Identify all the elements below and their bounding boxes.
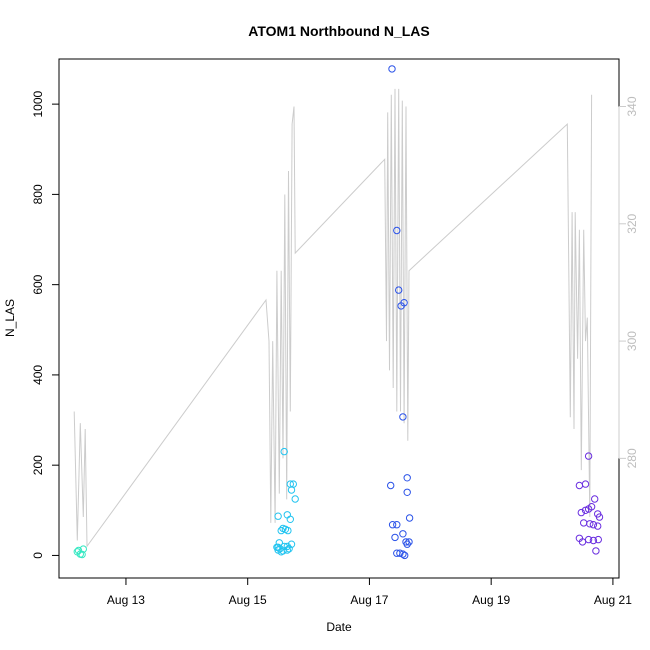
x-tick-label: Aug 15 <box>229 593 267 607</box>
data-point-s3-11 <box>586 520 594 528</box>
data-point-s1-4 <box>274 546 282 554</box>
data-point-s2-10 <box>388 521 397 529</box>
y-tick-label: 600 <box>31 274 45 294</box>
x-tick-label: Aug 21 <box>594 593 632 607</box>
data-point-s2-2 <box>395 286 403 294</box>
data-point-s3-2 <box>584 452 593 460</box>
data-point-s3-17 <box>589 536 598 545</box>
data-point-s3-18 <box>592 547 600 555</box>
data-point-s0-4 <box>74 546 83 555</box>
chart-title: ATOM1 Northbound N_LAS <box>248 23 429 39</box>
data-point-s2-5 <box>399 413 407 421</box>
y-tick-label: 1000 <box>31 90 45 117</box>
data-point-s3-12 <box>589 521 598 529</box>
data-point-s2-16 <box>405 538 413 546</box>
y-tick-label: 200 <box>31 455 45 475</box>
data-point-s2-8 <box>403 488 411 496</box>
data-point-s1-9 <box>283 542 291 551</box>
data-point-s0-2 <box>79 545 88 553</box>
data-point-s3-16 <box>584 535 593 544</box>
y2-tick-label: 300 <box>625 331 639 351</box>
data-point-s2-18 <box>396 549 404 557</box>
y-tick-label: 800 <box>31 184 45 204</box>
data-point-s2-7 <box>403 474 411 482</box>
x-tick-label: Aug 19 <box>472 593 510 607</box>
data-point-s3-3 <box>577 508 585 517</box>
data-point-s1-18 <box>287 540 296 548</box>
data-point-s2-20 <box>401 551 409 560</box>
data-point-s2-19 <box>399 550 407 558</box>
y-axis-label: N_LAS <box>3 299 17 337</box>
x-axis-label: Date <box>326 620 352 634</box>
data-point-s2-4 <box>400 299 408 307</box>
data-point-s3-9 <box>595 513 604 521</box>
data-point-s3-13 <box>594 522 602 530</box>
scatter-points-layer <box>73 65 604 560</box>
data-point-s2-13 <box>399 530 407 538</box>
y2-tick-label: 340 <box>625 96 639 116</box>
data-point-s1-21 <box>279 547 287 555</box>
data-point-s3-1 <box>581 480 590 488</box>
data-point-s3-6 <box>587 503 596 511</box>
secondary-series-line <box>73 88 593 548</box>
data-point-s3-19 <box>594 535 602 544</box>
data-point-s2-0 <box>388 65 396 73</box>
data-point-s1-23 <box>274 543 282 551</box>
data-point-s2-9 <box>405 514 414 522</box>
x-tick-label: Aug 13 <box>107 593 145 607</box>
y-tick-label: 400 <box>31 365 45 385</box>
data-point-s3-15 <box>578 538 587 546</box>
data-point-s2-6 <box>387 481 395 490</box>
data-point-s2-12 <box>391 533 399 542</box>
data-point-s2-15 <box>403 540 411 548</box>
data-point-s1-17 <box>284 526 292 535</box>
x-tick-label: Aug 17 <box>350 593 388 607</box>
data-point-s2-11 <box>393 521 401 529</box>
data-point-s2-1 <box>393 226 401 235</box>
y2-tick-label: 280 <box>625 448 639 468</box>
y2-tick-label: 320 <box>625 213 639 233</box>
y2-axis: 280 300 320 340 <box>618 96 639 468</box>
data-point-s3-7 <box>591 495 599 503</box>
y-tick-label: 0 <box>31 552 45 559</box>
x-axis: Aug 13 Aug 15 Aug 17 Aug 19 Aug 21 <box>107 577 632 607</box>
data-point-s1-0 <box>274 512 282 520</box>
data-point-s1-14 <box>291 495 299 503</box>
data-point-s1-16 <box>286 515 294 523</box>
data-point-s1-22 <box>283 546 291 554</box>
secondary-line-layer <box>73 88 593 548</box>
data-point-s1-13 <box>289 480 297 488</box>
y-axis: 0 200 400 600 800 1000 <box>31 90 60 559</box>
data-point-s1-7 <box>280 447 288 456</box>
